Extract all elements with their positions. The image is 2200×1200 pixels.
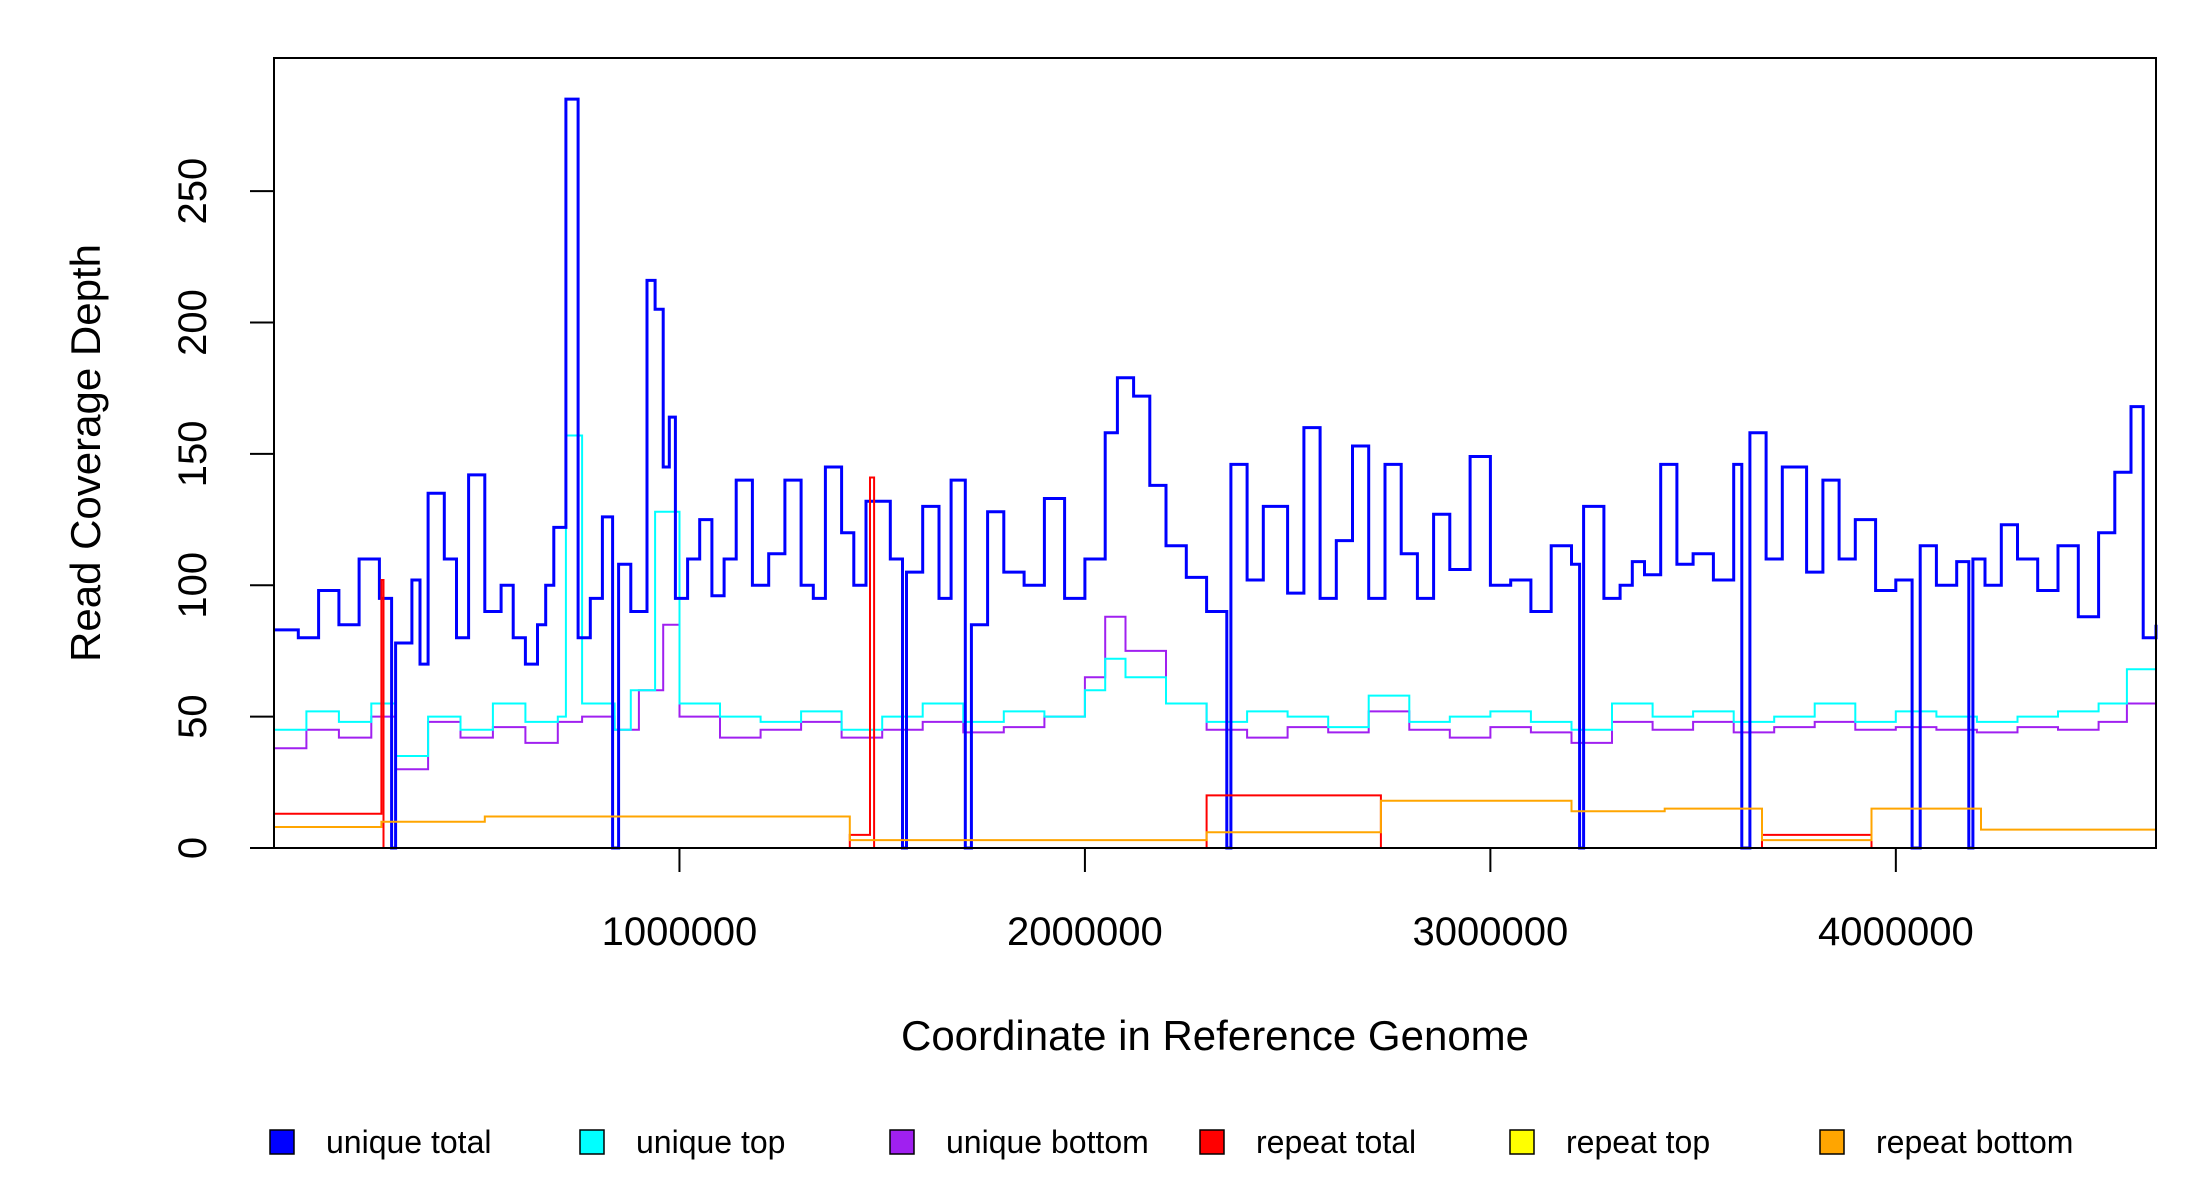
legend-label: unique total <box>326 1124 491 1160</box>
x-tick-label: 2000000 <box>1007 910 1163 954</box>
y-tick-label: 100 <box>171 552 215 619</box>
legend-label: repeat top <box>1566 1124 1710 1160</box>
series-line-unique-total <box>274 97 2158 850</box>
y-tick-label: 150 <box>171 420 215 487</box>
series-line-unique-bottom <box>274 615 2157 771</box>
legend: unique total unique top unique bottom repea… <box>269 1124 2073 1160</box>
legend-swatch <box>579 1129 605 1155</box>
y-tick-label: 250 <box>171 158 215 225</box>
y-tick-label: 0 <box>171 837 215 859</box>
x-axis: 1000000 2000000 3000000 4000000 <box>602 847 1974 954</box>
y-axis: 0 50 100 150 200 250 <box>171 158 275 859</box>
y-tick-label: 200 <box>171 289 215 356</box>
x-tick-label: 4000000 <box>1818 910 1974 954</box>
y-axis-label: Read Coverage Depth <box>62 244 109 662</box>
legend-label: unique top <box>636 1124 785 1160</box>
series-line-repeat-bottom <box>274 799 2157 848</box>
legend-swatch <box>1819 1129 1845 1155</box>
legend-swatch <box>1509 1129 1535 1155</box>
x-tick-label: 3000000 <box>1413 910 1569 954</box>
y-tick-label: 50 <box>171 694 215 739</box>
legend-swatch <box>269 1129 295 1155</box>
x-tick-label: 1000000 <box>602 910 758 954</box>
legend-label: repeat bottom <box>1876 1124 2073 1160</box>
x-axis-label: Coordinate in Reference Genome <box>901 1012 1529 1059</box>
legend-label: repeat total <box>1256 1124 1416 1160</box>
series-line-repeat-total <box>274 476 2156 849</box>
series-line-unique-top <box>274 434 2157 757</box>
legend-swatch <box>1199 1129 1225 1155</box>
legend-swatch <box>889 1129 915 1155</box>
legend-label: unique bottom <box>946 1124 1149 1160</box>
plot-series <box>274 97 2158 850</box>
